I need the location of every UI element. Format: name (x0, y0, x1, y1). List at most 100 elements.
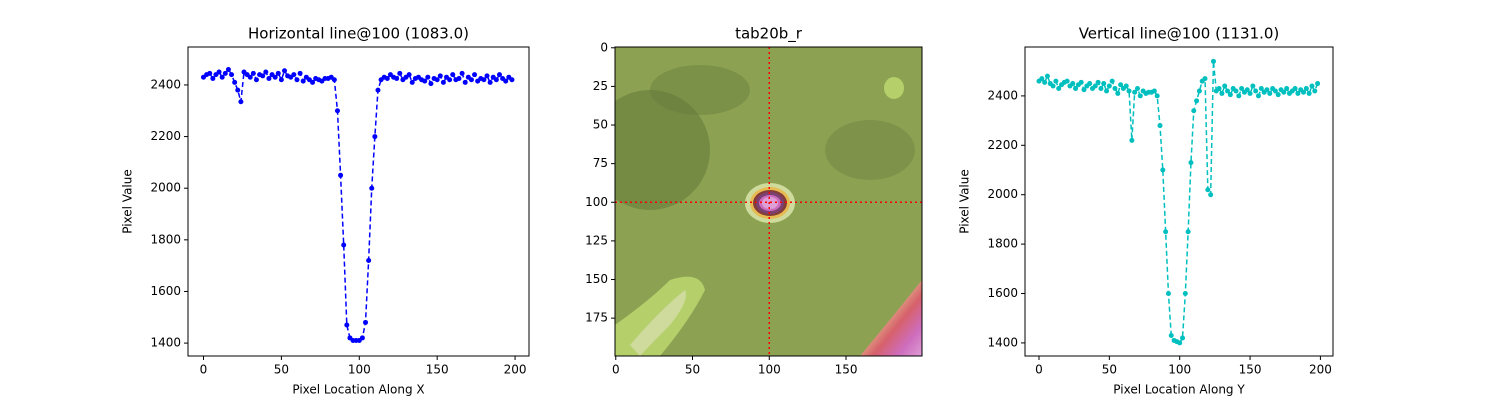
data-point (250, 70, 256, 76)
data-point (1301, 89, 1307, 95)
data-point (210, 75, 216, 81)
axes-frame (614, 46, 923, 357)
data-point (428, 81, 434, 87)
data-point (456, 75, 462, 81)
data-point (496, 72, 502, 78)
x-tick-label: 0 (1035, 363, 1043, 377)
data-point (440, 79, 446, 85)
data-point (1281, 89, 1287, 95)
data-point (1044, 73, 1050, 79)
data-point (1295, 90, 1301, 96)
data-point (1258, 85, 1264, 91)
data-point (1222, 83, 1228, 89)
axes-frame (187, 46, 530, 357)
data-point (366, 257, 372, 263)
data-point (1191, 108, 1197, 114)
x-tick-label: 200 (504, 363, 527, 377)
data-point (422, 78, 428, 84)
data-point (331, 77, 337, 83)
data-point (1168, 332, 1174, 338)
data-point (384, 75, 390, 81)
y-tick-label: 150 (585, 272, 608, 286)
chart-title: Horizontal line@100 (1083.0) (248, 25, 469, 43)
data-point (1042, 79, 1048, 85)
x-tick-label: 100 (348, 363, 371, 377)
data-point (1098, 85, 1104, 91)
data-point (1070, 81, 1076, 87)
data-point (263, 69, 269, 75)
x-tick-label: 100 (1168, 363, 1191, 377)
data-point (1056, 85, 1062, 91)
data-point (1109, 78, 1115, 84)
x-tick-label: 50 (1102, 363, 1117, 377)
data-point (1244, 87, 1250, 93)
data-point (294, 77, 300, 83)
data-point (1123, 83, 1129, 89)
y-tick-label: 2200 (987, 138, 1018, 152)
y-axis-label: Pixel Value (958, 169, 972, 234)
data-line (203, 68, 513, 342)
data-point (1154, 93, 1160, 99)
data-point (260, 73, 266, 79)
y-tick-label: 125 (585, 233, 608, 247)
y-tick-label: 2200 (150, 129, 181, 143)
data-point (275, 70, 281, 76)
data-point (1312, 88, 1318, 94)
axes-frame (1024, 46, 1334, 357)
data-point (225, 66, 231, 72)
data-point (1219, 90, 1225, 96)
x-tick-label: 50 (274, 363, 289, 377)
data-point (1250, 83, 1256, 89)
data-point (235, 87, 241, 93)
data-point (216, 69, 222, 75)
data-point (1202, 76, 1208, 82)
x-axis-label: Pixel Location Along X (292, 383, 424, 397)
data-point (484, 73, 490, 79)
y-tick-label: 2400 (987, 88, 1018, 102)
data-point (1151, 88, 1157, 94)
data-point (272, 74, 278, 80)
data-point (1073, 85, 1079, 91)
data-point (369, 185, 375, 191)
data-point (1160, 167, 1166, 173)
data-point (1275, 92, 1281, 98)
data-point (1039, 76, 1045, 82)
data-point (1180, 335, 1186, 341)
chart-title: tab20b_r (735, 25, 803, 44)
x-axis-label: Pixel Location Along Y (1113, 383, 1245, 397)
y-tick-label: 2000 (987, 187, 1018, 201)
y-axis-label: Pixel Value (121, 169, 135, 234)
data-point (334, 108, 340, 114)
data-point (1157, 123, 1163, 129)
x-tick-label: 150 (835, 363, 858, 377)
data-point (1165, 291, 1171, 297)
data-point (1095, 79, 1101, 85)
data-point (207, 70, 213, 76)
y-tick-label: 1800 (987, 237, 1018, 251)
data-point (503, 78, 509, 84)
data-point (1292, 85, 1298, 91)
y-tick-label: 100 (585, 195, 608, 209)
data-point (1309, 83, 1315, 89)
x-tick-label: 150 (1239, 363, 1262, 377)
data-point (1225, 88, 1231, 94)
data-point (509, 77, 515, 83)
y-tick-label: 1800 (150, 232, 181, 246)
data-point (450, 72, 456, 78)
chart-title: Vertical line@100 (1131.0) (1079, 25, 1280, 43)
y-tick-label: 1400 (150, 336, 181, 350)
data-point (1303, 85, 1309, 91)
data-point (468, 77, 474, 83)
data-point (487, 79, 493, 85)
data-point (1253, 88, 1259, 94)
data-point (1236, 93, 1242, 99)
data-point (1134, 85, 1140, 91)
data-point (1306, 90, 1312, 96)
data-point (291, 72, 297, 78)
data-point (1177, 340, 1183, 346)
data-point (1255, 93, 1261, 99)
data-point (1092, 83, 1098, 89)
data-point (247, 74, 253, 80)
data-point (1115, 90, 1121, 96)
